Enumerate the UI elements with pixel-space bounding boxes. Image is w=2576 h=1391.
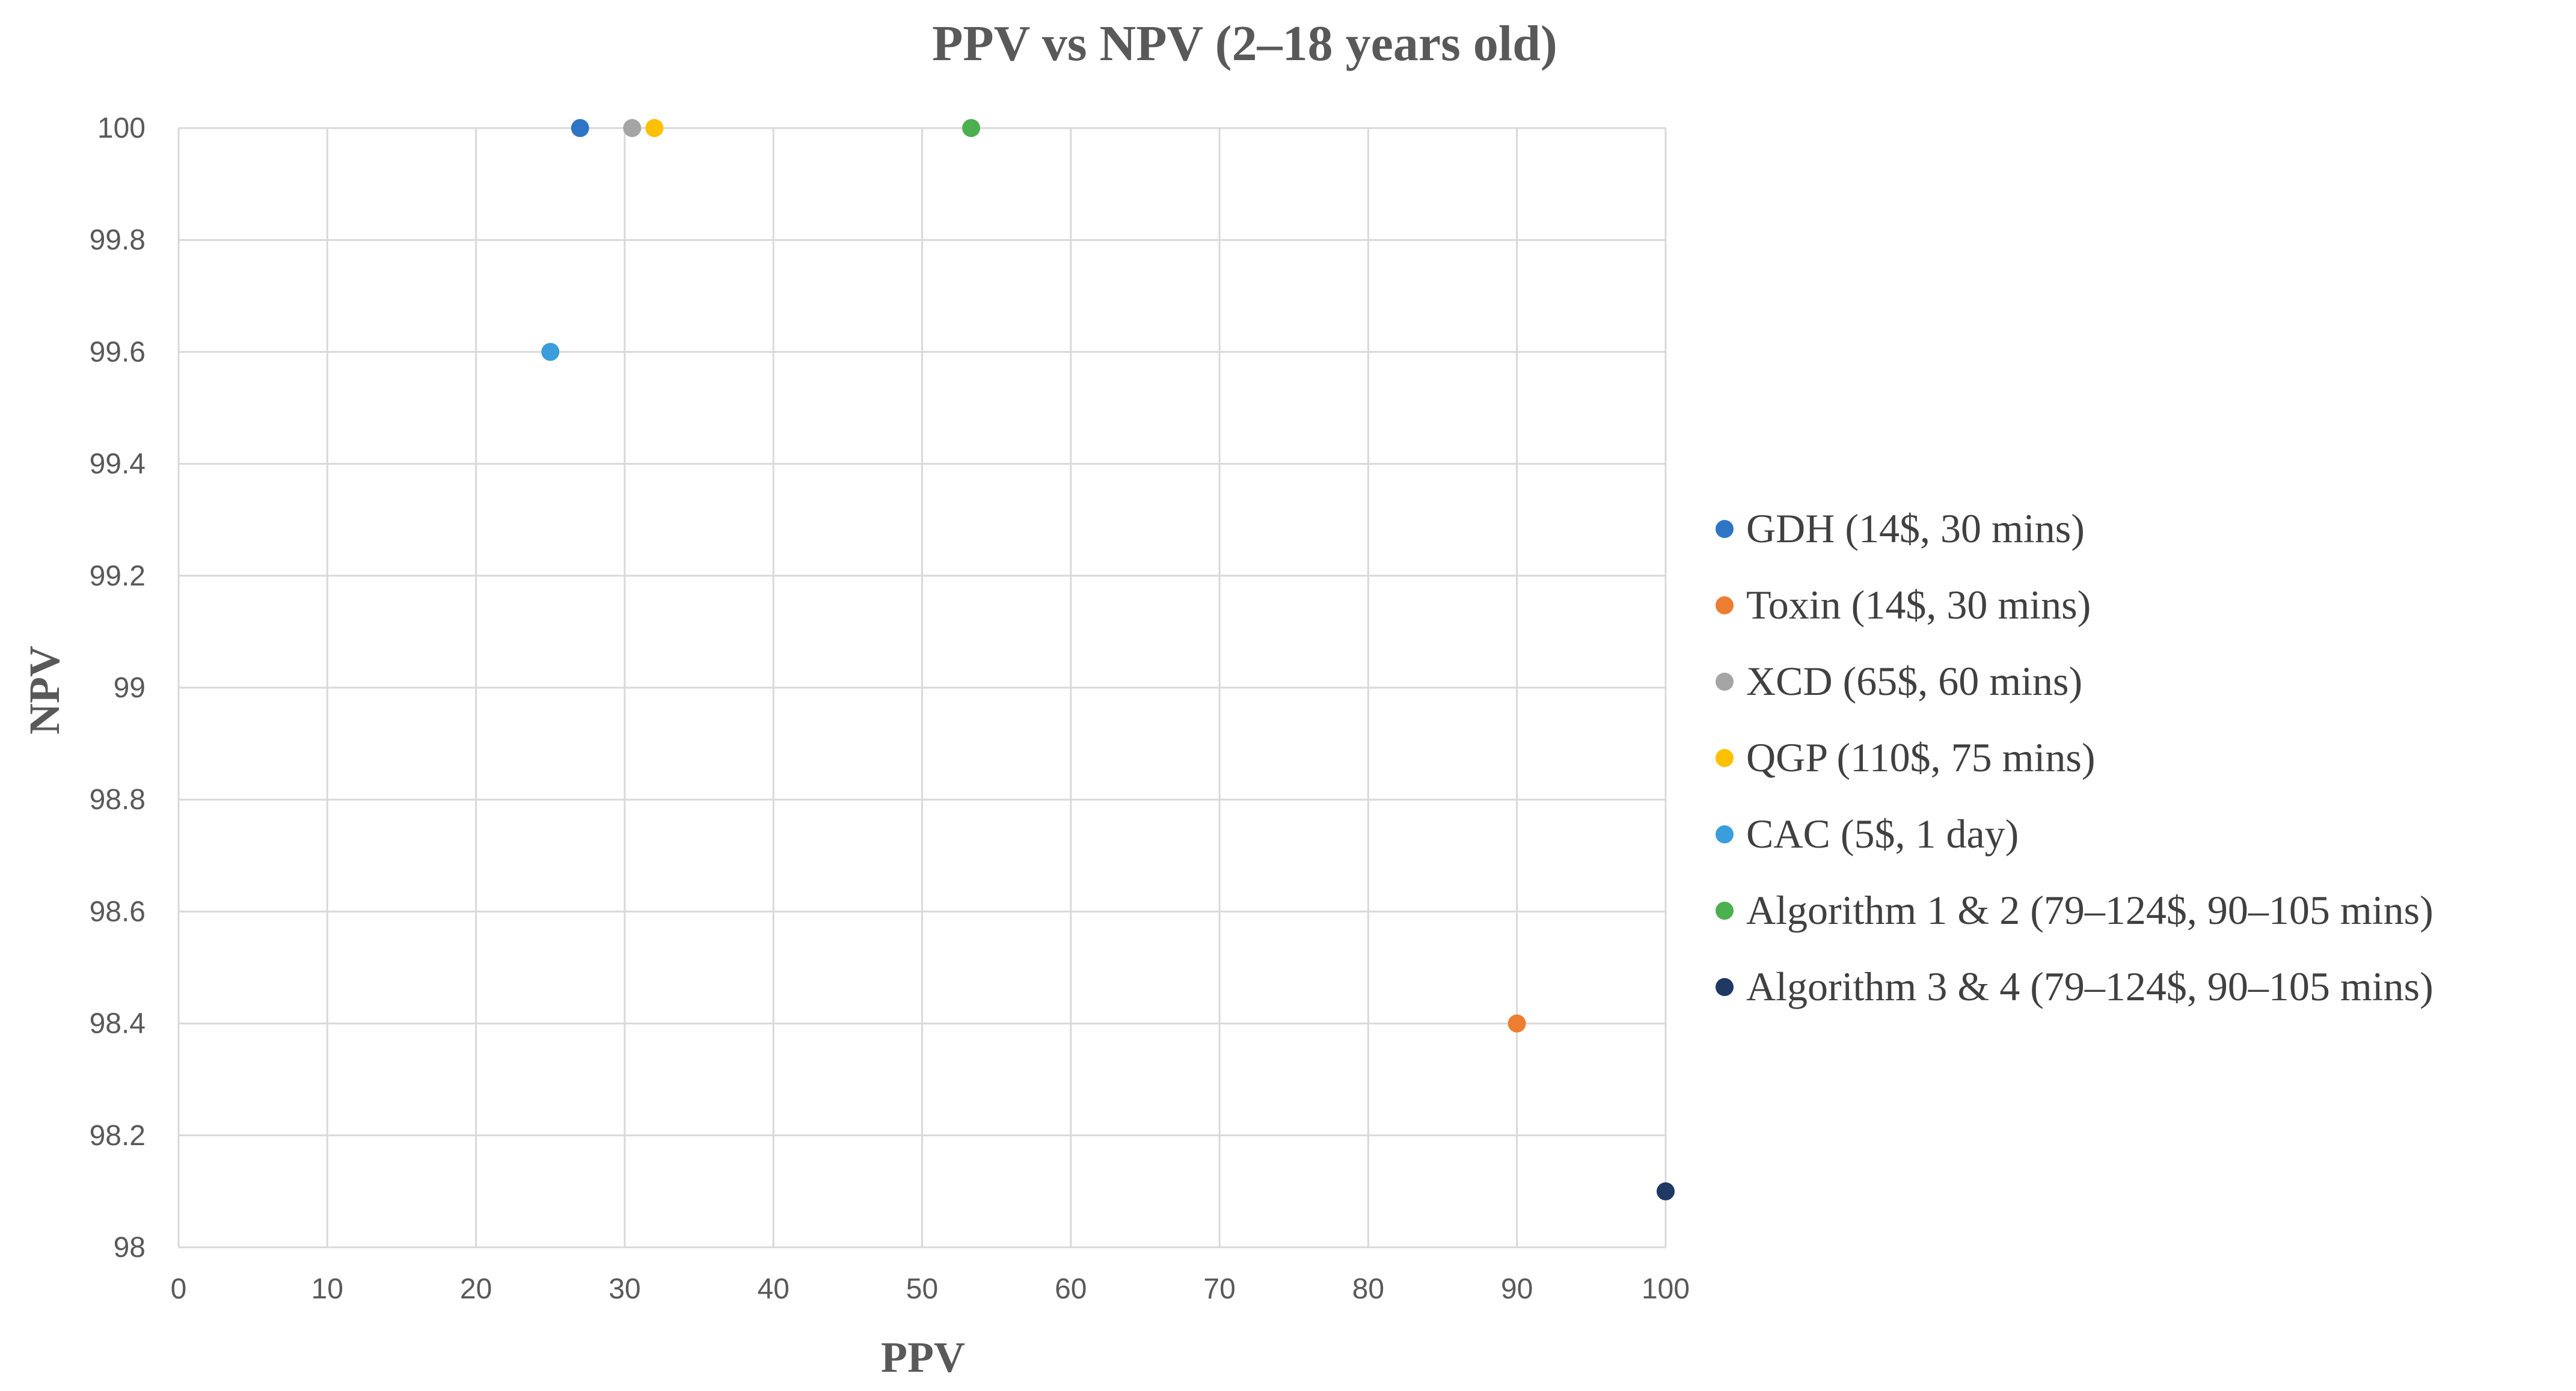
data-points	[541, 119, 1675, 1200]
y-tick-label: 98.6	[90, 896, 146, 928]
x-tick-label: 0	[171, 1273, 187, 1305]
x-tick-label: 50	[906, 1273, 938, 1305]
y-tick-label: 100	[97, 112, 146, 144]
x-tick-label: 100	[1642, 1273, 1690, 1305]
data-point	[645, 119, 664, 137]
y-axis-label: NPV	[20, 646, 69, 735]
legend-label: XCD (65$, 60 mins)	[1746, 658, 2082, 704]
y-tick-label: 98.4	[90, 1008, 146, 1040]
y-tick-label: 99	[114, 672, 146, 704]
legend-marker	[1716, 520, 1734, 538]
x-tick-label: 60	[1055, 1273, 1087, 1305]
data-point	[1507, 1014, 1526, 1033]
x-tick-label: 40	[758, 1273, 790, 1305]
tick-labels: 98 98.2 98.4 98.6 98.8 99 99.2 99.4 99.6 99.8 100 0…	[90, 112, 1690, 1305]
data-point	[571, 119, 589, 137]
data-point	[1657, 1182, 1675, 1200]
legend-marker	[1716, 673, 1734, 691]
data-point	[623, 119, 642, 137]
x-tick-label: 10	[311, 1273, 343, 1305]
data-point	[541, 343, 560, 361]
x-tick-label: 20	[460, 1273, 492, 1305]
legend-marker	[1716, 825, 1734, 843]
legend-label: Algorithm 3 & 4 (79–124$, 90–105 mins)	[1746, 964, 2433, 1009]
legend-marker	[1716, 978, 1734, 996]
y-tick-label: 99.8	[90, 224, 146, 256]
x-tick-label: 90	[1501, 1273, 1533, 1305]
y-tick-label: 99.2	[90, 560, 146, 592]
y-tick-label: 98	[114, 1232, 146, 1264]
x-tick-label: 30	[609, 1273, 640, 1305]
data-point	[962, 119, 981, 137]
legend-label: Algorithm 1 & 2 (79–124$, 90–105 mins)	[1746, 887, 2433, 933]
y-tick-label: 98.8	[90, 784, 146, 816]
legend-marker	[1716, 596, 1734, 614]
y-tick-label: 99.6	[90, 336, 146, 368]
legend-label: QGP (110$, 75 mins)	[1746, 735, 2096, 780]
y-tick-label: 99.4	[90, 448, 146, 480]
gridlines	[177, 127, 1667, 1249]
x-axis-label: PPV	[881, 1333, 965, 1381]
x-tick-label: 80	[1352, 1273, 1384, 1305]
chart-title: PPV vs NPV (2–18 years old)	[932, 16, 1557, 72]
legend-label: CAC (5$, 1 day)	[1746, 811, 2019, 857]
legend-label: GDH (14$, 30 mins)	[1746, 506, 2085, 551]
legend-marker	[1716, 902, 1734, 920]
legend: GDH (14$, 30 mins) Toxin (14$, 30 mins) XC…	[1716, 506, 2433, 1009]
legend-marker	[1716, 749, 1734, 767]
x-tick-label: 70	[1203, 1273, 1235, 1305]
y-tick-label: 98.2	[90, 1120, 146, 1152]
legend-label: Toxin (14$, 30 mins)	[1746, 582, 2091, 628]
